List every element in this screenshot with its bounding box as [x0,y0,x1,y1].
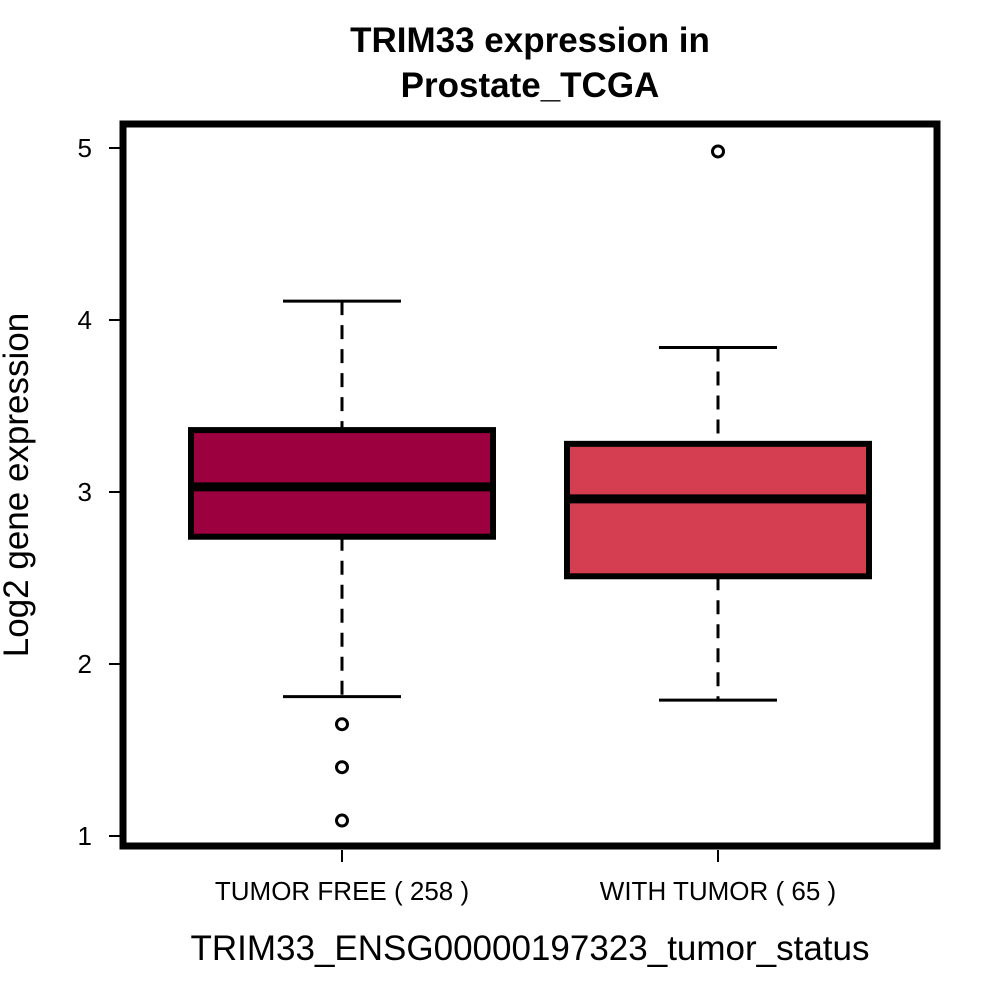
box-group: WITH TUMOR ( 65 ) [564,144,872,906]
y-tick-label: 1 [78,821,92,851]
y-tick-label: 3 [78,477,92,507]
outlier-point [335,760,349,775]
x-tick-label: WITH TUMOR ( 65 ) [600,876,836,906]
chart-title-line-2: Prostate_TCGA [401,66,660,105]
outlier-point [335,813,349,828]
y-tick-label: 2 [78,649,92,679]
iqr-box [564,440,872,580]
x-tick-label: TUMOR FREE ( 258 ) [215,876,469,906]
plot-area: 1 2 3 4 5 TUMOR FREE ( 258 ) WITH TUMOR ( 65 ) [78,133,872,906]
y-tick-label: 5 [78,133,92,163]
box-group: TUMOR FREE ( 258 ) [188,299,496,906]
y-tick-label: 4 [78,305,92,335]
outlier-point [711,144,725,159]
chart-title-line-1: TRIM33 expression in [350,21,710,60]
plot-frame [119,120,941,850]
y-axis-title: Log2 gene expression [0,313,36,657]
outlier-point [335,717,349,732]
x-axis-title: TRIM33_ENSG00000197323_tumor_status [190,929,869,968]
